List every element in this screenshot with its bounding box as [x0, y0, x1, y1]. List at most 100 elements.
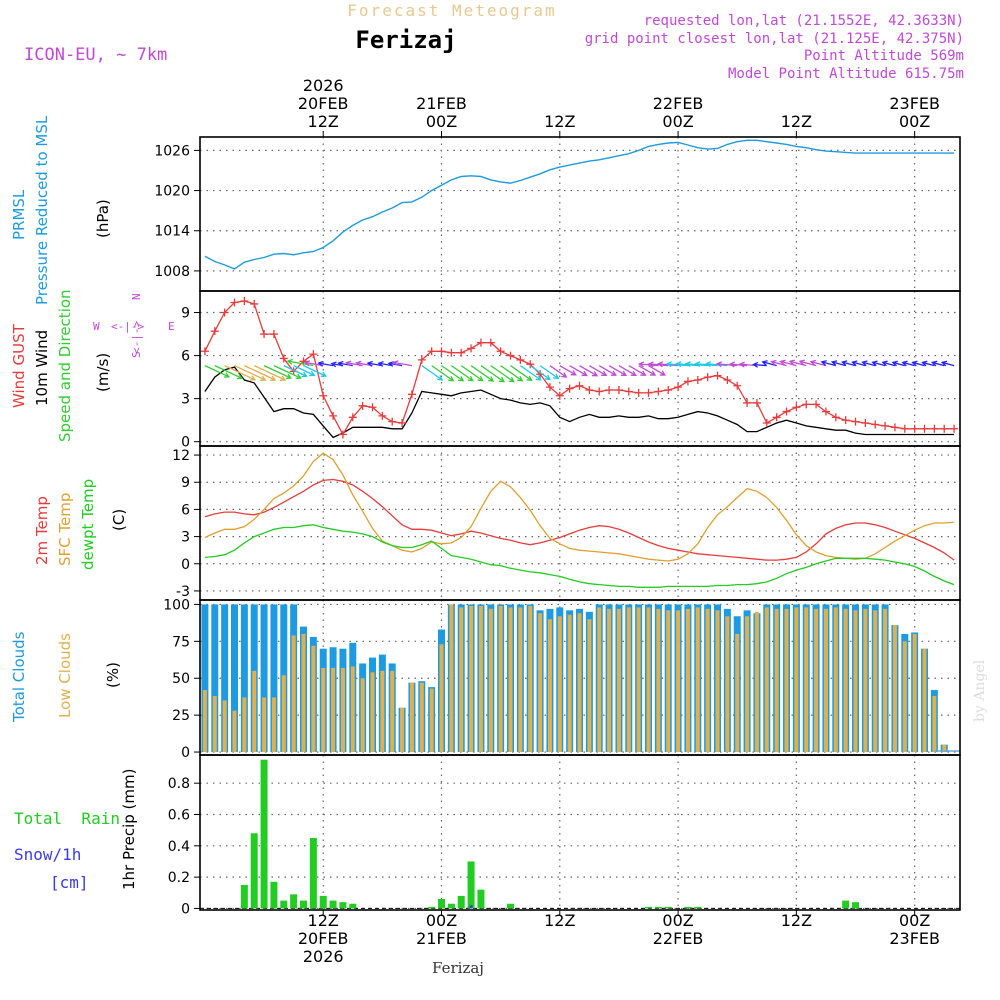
- wind-direction-arrowhead: [223, 372, 231, 378]
- wind-direction-arrow: [902, 361, 915, 367]
- compass-horizontal-arrow: <-|->: [111, 320, 144, 333]
- credit-watermark: by Angel: [972, 659, 988, 722]
- y-tick-label: 6: [181, 502, 190, 518]
- rain-bar: [270, 881, 278, 909]
- low-cloud-bar: [528, 605, 533, 753]
- point-altitude: Point Altitude 569m: [804, 48, 964, 64]
- y-tick-label: 9: [181, 475, 190, 491]
- gust-marker: [890, 423, 899, 432]
- low-cloud-bar: [212, 695, 217, 753]
- wind-direction-arrowhead: [517, 375, 524, 382]
- model-altitude: Model Point Altitude 615.75m: [728, 66, 964, 82]
- gust-marker: [851, 417, 860, 426]
- gust-marker: [486, 338, 495, 347]
- wind-direction-arrowhead: [770, 359, 777, 366]
- cloud-label-2: Low Clouds: [56, 633, 74, 718]
- low-cloud-bar: [833, 607, 838, 753]
- wind-direction-arrowhead: [665, 361, 672, 368]
- y-tick-label: 1020: [154, 184, 190, 200]
- y-tick-label: 0: [181, 557, 190, 573]
- compass-s: S: [130, 351, 143, 358]
- wind-direction-arrow: [608, 365, 627, 376]
- wind-label-3: Speed and Direction: [56, 289, 74, 442]
- total-cloud-bar: [231, 604, 239, 753]
- wind-label-2: 10m Wind: [33, 330, 51, 406]
- compass-vertical-arrow: <-|->: [130, 321, 143, 354]
- wind-direction-arrowhead: [477, 375, 484, 382]
- grid-point-coords: grid point closest lon,lat (21.125E, 42.…: [585, 31, 964, 47]
- wind-direction-arrowhead: [392, 360, 399, 367]
- x-tick-label-top: 00Z: [662, 112, 693, 131]
- wind-direction-arrowhead: [581, 370, 588, 377]
- gust-marker: [871, 420, 880, 429]
- wind-direction-arrowhead: [544, 374, 552, 381]
- y-tick-label: 25: [172, 708, 190, 724]
- low-cloud-bar: [469, 605, 474, 753]
- rain-bar: [250, 833, 258, 909]
- low-cloud-bar: [557, 616, 562, 753]
- precip-labels: Total Rain Snow/1h [cm] 1hr Precip (mm): [14, 769, 138, 892]
- wind-direction-arrowhead: [647, 361, 654, 368]
- y-tick-label: 3: [181, 392, 190, 408]
- precip-unit: 1hr Precip (mm): [120, 769, 138, 890]
- low-cloud-bar: [380, 670, 385, 753]
- wind-direction-arrowhead: [704, 361, 712, 368]
- gust-marker: [792, 403, 801, 412]
- wind-direction-arrow: [753, 363, 767, 367]
- low-cloud-bar: [271, 697, 276, 753]
- y-tick-label: 3: [181, 530, 190, 546]
- gust-marker: [674, 383, 683, 392]
- wind-direction-arrowhead: [279, 375, 287, 381]
- rain-bar: [280, 900, 288, 909]
- x-tick-label-bottom: 21FEB: [416, 929, 467, 948]
- low-cloud-bar: [340, 667, 345, 753]
- gust-marker: [417, 355, 426, 364]
- gust-marker: [338, 430, 347, 439]
- pressure-labels: PRMSL Pressure Reduced to MSL (hPa): [10, 115, 112, 305]
- low-cloud-bar: [587, 619, 592, 753]
- low-cloud-bar: [311, 645, 316, 753]
- gust-marker: [644, 388, 653, 397]
- gust-marker: [220, 308, 229, 317]
- wind-direction-arrow: [598, 365, 617, 376]
- wind-direction-arrow: [490, 365, 515, 383]
- rain-bar: [507, 903, 515, 909]
- wind-direction-arrow: [204, 365, 230, 378]
- wind-direction-arrowhead: [640, 370, 647, 376]
- wind-direction-arrow: [318, 362, 334, 367]
- low-cloud-bar: [350, 666, 355, 753]
- gust-marker: [634, 388, 643, 397]
- t2m-line: [204, 478, 955, 561]
- wind-direction-arrowhead: [270, 375, 277, 381]
- wind-direction-arrowhead: [940, 360, 948, 367]
- gust-marker: [516, 355, 525, 364]
- low-cloud-bar: [439, 644, 444, 753]
- wind-direction-arrowhead: [345, 360, 352, 367]
- low-cloud-bar: [360, 678, 365, 753]
- gust-line: [204, 300, 955, 436]
- low-cloud-bar: [892, 625, 897, 753]
- pressure-label-1: PRMSL: [10, 189, 28, 240]
- wind-direction-arrowhead: [901, 360, 908, 367]
- rain-bar: [438, 899, 446, 909]
- low-cloud-bar: [567, 614, 572, 753]
- low-cloud-bar: [616, 608, 621, 753]
- gust-marker: [920, 424, 929, 433]
- wind-direction-arrowhead: [591, 371, 599, 377]
- gust-marker: [329, 411, 338, 420]
- gust-marker: [575, 381, 584, 390]
- low-cloud-bar: [804, 607, 809, 753]
- wind-direction-arrowhead: [851, 360, 858, 367]
- low-cloud-bar: [715, 610, 720, 753]
- wind-direction-arrowhead: [508, 376, 515, 383]
- low-cloud-bar: [281, 675, 286, 753]
- wind-direction-arrow: [780, 360, 797, 367]
- wind-direction-arrowhead: [498, 376, 505, 383]
- wind-direction-arrowhead: [458, 375, 465, 382]
- wind-direction-arrow: [244, 365, 276, 381]
- rain-bar: [428, 906, 436, 909]
- low-cloud-bar: [400, 707, 405, 753]
- gust-marker: [782, 407, 791, 416]
- low-cloud-bar: [883, 608, 888, 753]
